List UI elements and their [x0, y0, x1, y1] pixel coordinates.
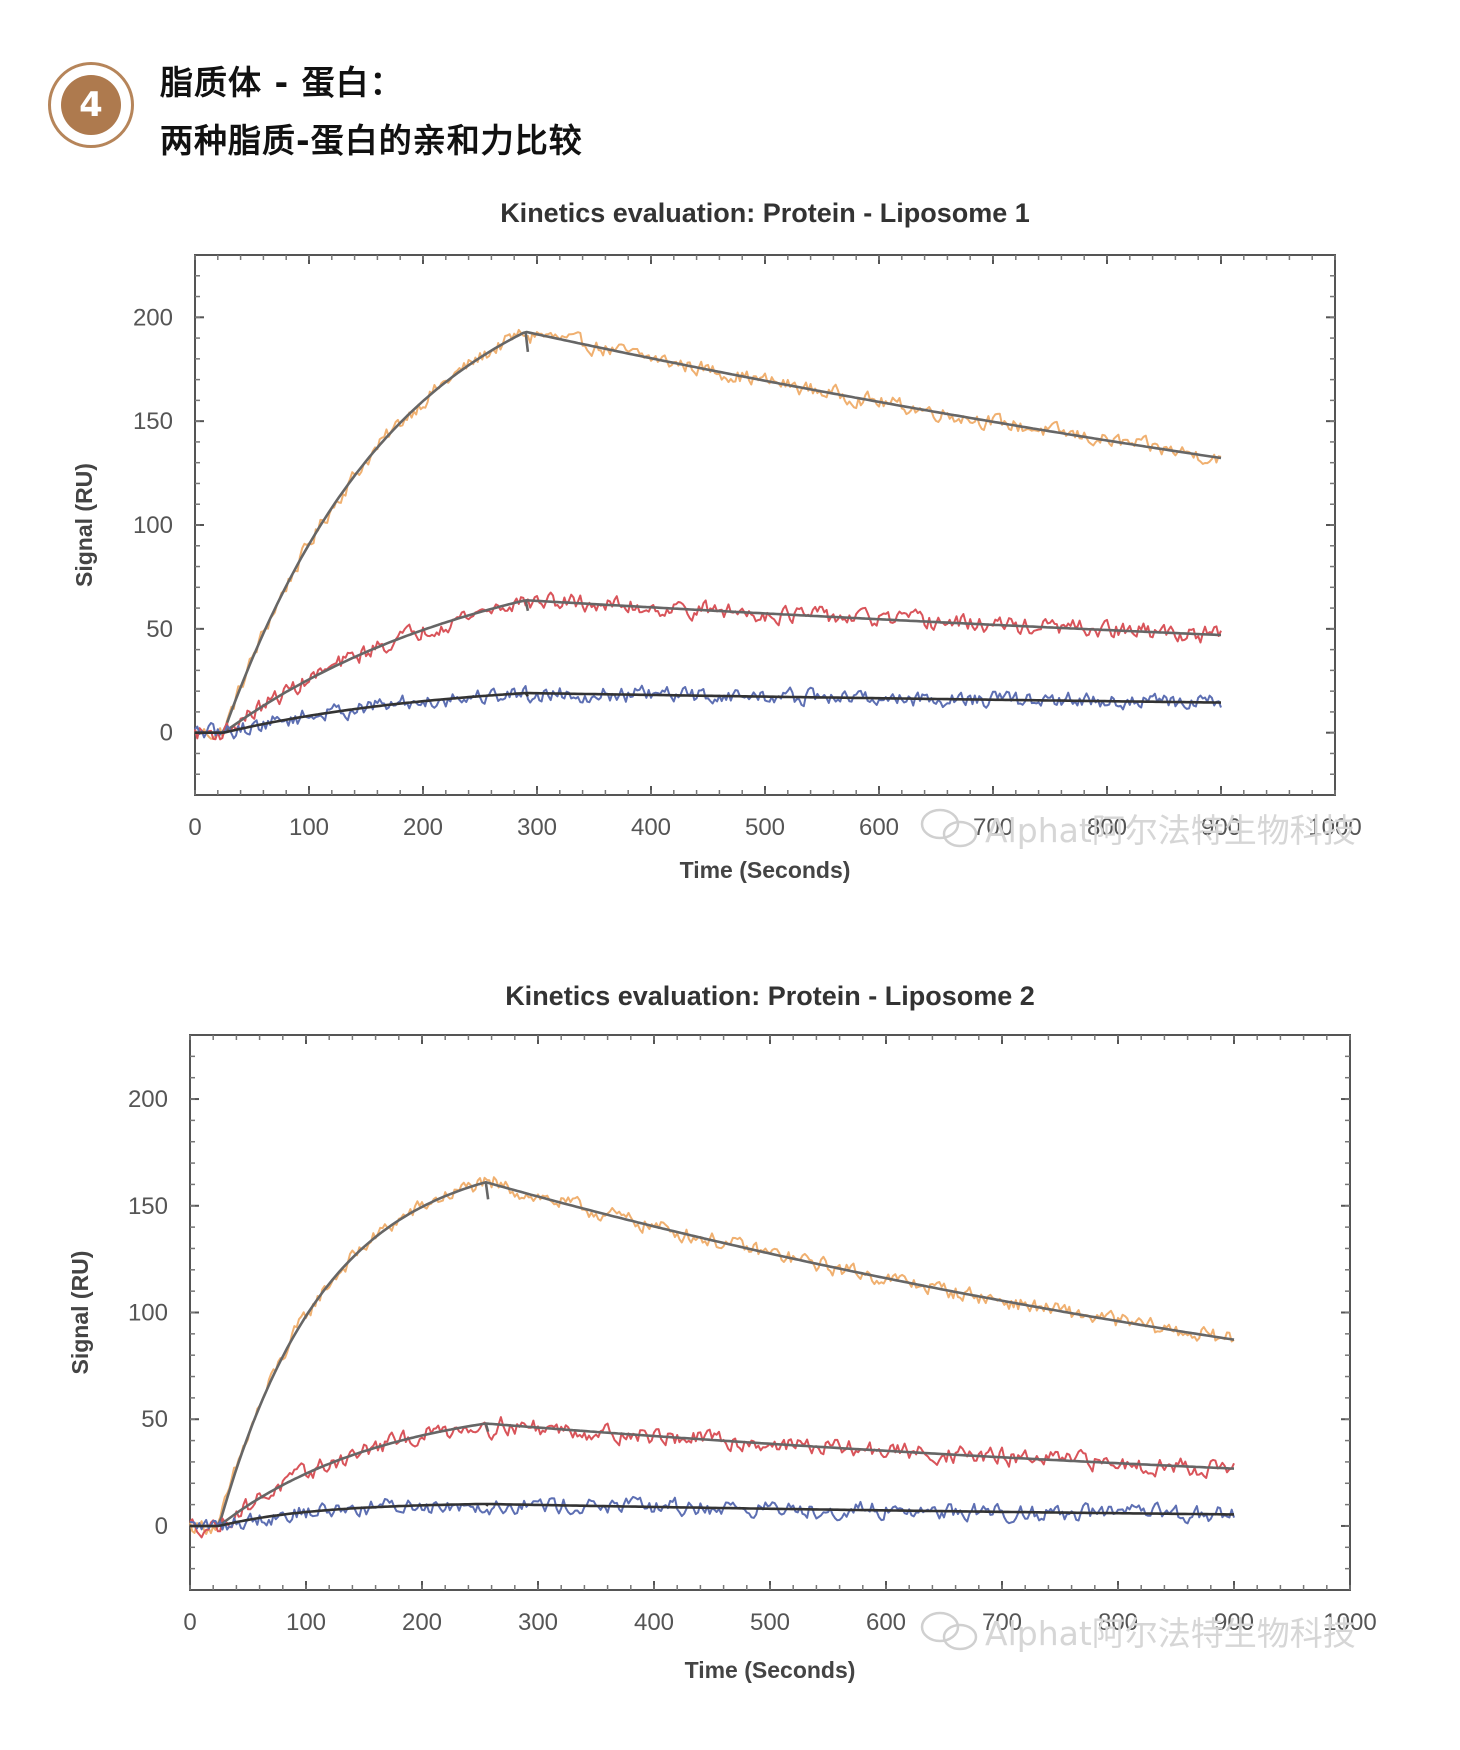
y-tick-label: 150: [133, 408, 173, 435]
watermark-text: Alphat阿尔法特生物科技: [985, 811, 1356, 850]
series-2-data-trace: [194, 591, 1222, 741]
x-tick-label: 200: [403, 814, 443, 841]
wechat-icon: [920, 808, 978, 848]
x-tick-label: 700: [973, 814, 1013, 841]
kinetics-chart-liposome-1: Kinetics evaluation: Protein - Liposome …: [71, 198, 1362, 883]
series-1-data-trace: [189, 1176, 1235, 1535]
series-3-fit-step: [524, 692, 529, 697]
x-tick-label: 400: [631, 814, 671, 841]
y-tick-label: 0: [155, 1513, 168, 1540]
y-tick-label: 150: [128, 1193, 168, 1220]
section-title-line1: 脂质体 - 蛋白：: [160, 63, 404, 102]
series-3-fit-curve: [190, 1502, 1234, 1528]
section-header: 4 脂质体 - 蛋白： 两种脂质-蛋白的亲和力比较: [48, 56, 948, 166]
x-tick-label: 800: [1087, 814, 1127, 841]
x-tick-label: 600: [859, 814, 899, 841]
series-1-fit-curve: [195, 330, 1222, 735]
x-tick-label: 400: [634, 1609, 674, 1636]
section-title-line2: 两种脂质-蛋白的亲和力比较: [160, 121, 583, 160]
chart-title: Kinetics evaluation: Protein - Liposome …: [500, 198, 1030, 228]
series-2-fit-curve: [195, 598, 1222, 735]
x-tick-label: 100: [289, 814, 329, 841]
kinetics-chart-liposome-2: Kinetics evaluation: Protein - Liposome …: [67, 981, 1377, 1683]
series-1-fit-step: [524, 331, 530, 352]
x-tick-label: 300: [518, 1609, 558, 1636]
x-tick-label: 800: [1098, 1609, 1138, 1636]
x-tick-label: 1000: [1323, 1609, 1376, 1636]
y-tick-label: 50: [146, 616, 173, 643]
series-1-fit-step: [484, 1181, 490, 1200]
y-tick-label: 100: [133, 512, 173, 539]
y-axis-label: Signal (RU): [67, 1251, 93, 1375]
x-tick-label: 1000: [1308, 814, 1361, 841]
x-tick-label: 500: [750, 1609, 790, 1636]
series-2-fit-step: [484, 1423, 490, 1433]
x-tick-label: 900: [1201, 814, 1241, 841]
series-2-fit-step: [524, 599, 530, 612]
x-axis-label: Time (Seconds): [680, 857, 851, 883]
x-tick-label: 300: [517, 814, 557, 841]
series-3-data-trace: [194, 684, 1222, 740]
step-badge: 4: [48, 62, 134, 148]
series-1-data-trace: [194, 328, 1222, 740]
chart-title: Kinetics evaluation: Protein - Liposome …: [505, 981, 1035, 1011]
x-tick-label: 900: [1214, 1609, 1254, 1636]
x-tick-label: 500: [745, 814, 785, 841]
x-tick-label: 0: [183, 1609, 196, 1636]
plot-frame: [194, 254, 1336, 796]
watermark-text: Alphat阿尔法特生物科技: [985, 1614, 1356, 1653]
y-tick-label: 200: [128, 1086, 168, 1113]
wechat-icon: [920, 1611, 978, 1651]
y-tick-label: 0: [160, 720, 173, 747]
y-axis-label: Signal (RU): [71, 463, 97, 587]
x-tick-label: 0: [188, 814, 201, 841]
y-tick-label: 50: [141, 1406, 168, 1433]
series-3-fit-step: [485, 1502, 489, 1507]
x-tick-label: 700: [982, 1609, 1022, 1636]
series-1-fit-curve: [190, 1180, 1235, 1528]
y-tick-label: 100: [128, 1300, 168, 1327]
x-tick-label: 200: [402, 1609, 442, 1636]
y-tick-label: 200: [133, 304, 173, 331]
series-2-fit-curve: [190, 1422, 1235, 1528]
x-tick-label: 100: [286, 1609, 326, 1636]
x-axis-label: Time (Seconds): [685, 1657, 856, 1683]
watermark: Alphat阿尔法特生物科技: [920, 1611, 1356, 1653]
x-tick-label: 600: [866, 1609, 906, 1636]
step-number: 4: [61, 75, 121, 135]
series-3-fit-curve: [195, 691, 1222, 735]
watermark: Alphat阿尔法特生物科技: [920, 808, 1356, 850]
